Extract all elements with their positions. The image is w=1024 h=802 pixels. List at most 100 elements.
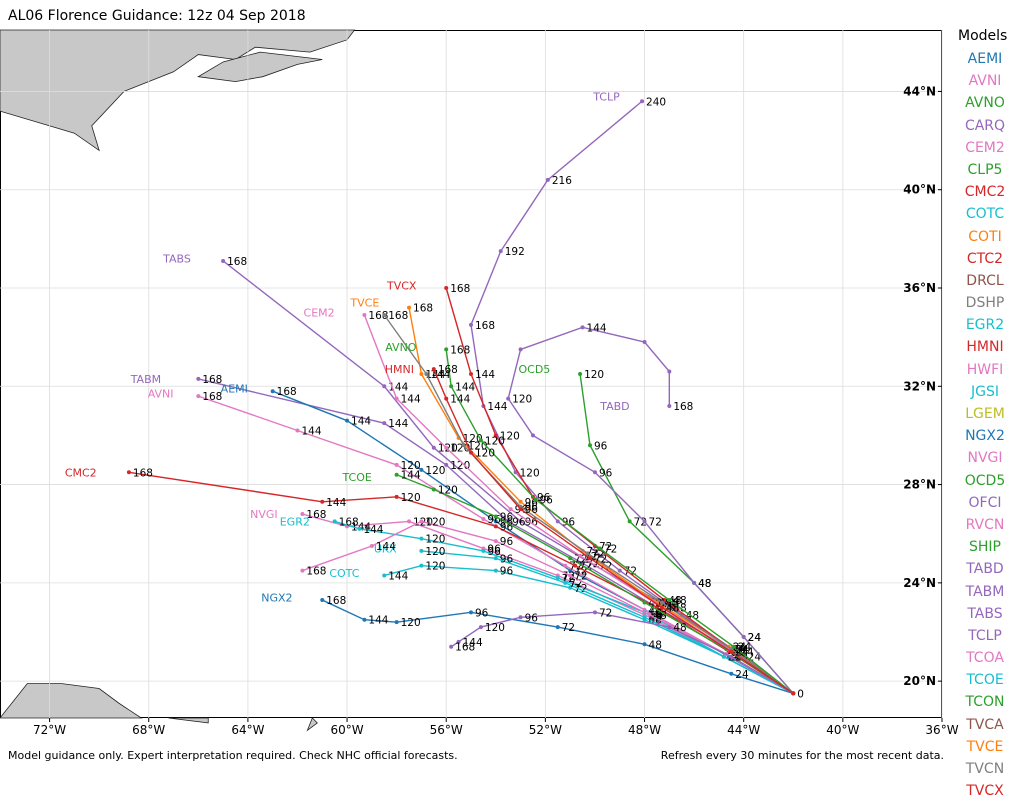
track-point	[456, 639, 461, 644]
track-point	[345, 418, 350, 423]
track-point	[642, 600, 647, 605]
legend-item-nvgi[interactable]: NVGI	[967, 450, 1003, 467]
track-point	[270, 389, 275, 394]
track-point	[729, 649, 734, 654]
legend-item-cmc2[interactable]: CMC2	[964, 184, 1006, 201]
track-point	[196, 394, 201, 399]
lon-tick-label: 72°W	[33, 723, 66, 737]
forecast-hour-label: 96	[539, 494, 553, 506]
track-point	[493, 539, 498, 544]
track-point	[431, 367, 436, 372]
track-name-label: TABD	[599, 400, 629, 413]
legend-item-lgem[interactable]: LGEM	[965, 406, 1005, 422]
forecast-hour-label: 120	[425, 546, 445, 558]
legend-item-cem2[interactable]: CEM2	[965, 139, 1005, 156]
track-point	[578, 553, 583, 558]
forecast-hour-label: 168	[475, 320, 495, 332]
origin-hour-label: 0	[797, 688, 804, 700]
legend-item-jgsi[interactable]: JGSI	[971, 383, 999, 400]
track-point	[469, 610, 473, 615]
forecast-hour-label: 144	[475, 369, 495, 381]
legend-item-tvca[interactable]: TVCA	[966, 716, 1004, 733]
track-point	[533, 497, 538, 502]
forecast-hour-label: 168	[450, 344, 470, 356]
track-point	[332, 519, 337, 524]
legend-item-coti[interactable]: COTI	[968, 228, 1002, 245]
legend-item-ship[interactable]: SHIP	[969, 539, 1001, 556]
track-point	[481, 548, 486, 553]
legend-item-hwfi[interactable]: HWFI	[966, 361, 1004, 378]
legend-item-tvce[interactable]: TVCE	[966, 738, 1004, 755]
legend-item-ngx2[interactable]: NGX2	[965, 428, 1005, 445]
legend-item-avni[interactable]: AVNI	[968, 73, 1002, 90]
legend-item-tcoa[interactable]: TCOA	[966, 650, 1004, 667]
lat-tick-label: 20°N	[903, 674, 936, 688]
track-name-label: HMNI	[385, 363, 414, 376]
track-point	[444, 347, 449, 352]
legend-item-ocd5[interactable]: OCD5	[964, 472, 1006, 489]
track-line	[321, 599, 794, 695]
forecast-hour-label: 144	[450, 394, 470, 406]
track-name-label: EGR2	[280, 515, 310, 528]
legend-item-carq[interactable]: CARQ	[964, 117, 1006, 134]
forecast-hour-label: 144	[326, 497, 346, 509]
legend-item-egr2[interactable]: EGR2	[965, 317, 1005, 334]
track-point	[659, 605, 664, 610]
legend-item-tabs[interactable]: TABS	[967, 605, 1003, 622]
refresh-note: Refresh every 30 minutes for the most re…	[660, 749, 944, 762]
forecast-hour-label: 120	[401, 460, 421, 472]
track-point	[419, 563, 424, 568]
legend-item-clp5[interactable]: CLP5	[967, 161, 1003, 178]
forecast-hour-label: 24	[735, 669, 749, 681]
legend-item-ofci[interactable]: OFCI	[968, 494, 1002, 511]
legend-item-avno[interactable]: AVNO	[965, 95, 1005, 112]
forecast-hour-label: 48	[673, 622, 686, 634]
track-point	[369, 544, 374, 548]
legend-item-ctc2[interactable]: CTC2	[966, 250, 1004, 267]
track-point	[382, 421, 387, 426]
forecast-hour-label: 96	[512, 516, 526, 528]
forecast-hour-label: 144	[301, 426, 321, 438]
map-chart[interactable]: 24487296120144168192216240TCLP2448729612…	[0, 0, 1024, 768]
track-point	[667, 625, 672, 630]
track-dshp: 24 48 72 96 120 144 168	[382, 310, 796, 696]
lon-tick-label: 60°W	[330, 723, 363, 737]
forecast-hour-label: 24	[748, 632, 762, 644]
track-point	[469, 322, 473, 327]
forecast-hour-label: 168	[277, 386, 297, 398]
legend-item-tvcn[interactable]: TVCN	[965, 761, 1005, 777]
forecast-hour-label: 72	[599, 607, 612, 619]
legend-item-drcl[interactable]: DRCL	[966, 272, 1004, 289]
track-name-label: TVCE	[349, 297, 379, 310]
forecast-hour-label: 120	[450, 460, 470, 472]
track-point	[555, 625, 560, 630]
legend-item-tclp[interactable]: TCLP	[968, 627, 1002, 644]
forecast-hour-label: 96	[475, 607, 489, 619]
legend-item-rvcn[interactable]: RVCN	[965, 516, 1005, 533]
track-point	[791, 691, 796, 696]
legend-item-dshp[interactable]: DSHP	[965, 295, 1005, 312]
forecast-hour-label: 24	[735, 647, 749, 659]
legend-item-tcoe[interactable]: TCOE	[966, 672, 1004, 689]
legend-item-tabm[interactable]: TABM	[965, 583, 1005, 600]
forecast-hour-label: 168	[388, 310, 408, 322]
track-tabd: 24 48 72 96 120 144 168 TABD	[506, 322, 796, 696]
legend-item-hmni[interactable]: HMNI	[966, 339, 1004, 356]
forecast-hour-label: 120	[438, 484, 458, 496]
forecast-hour-label: 120	[485, 435, 505, 447]
track-point	[587, 556, 592, 561]
lon-tick-label: 68°W	[132, 723, 165, 737]
track-point	[721, 654, 726, 659]
track-point	[642, 642, 647, 647]
legend-item-aemi[interactable]: AEMI	[967, 51, 1003, 67]
legend-item-tvcx[interactable]: TVCX	[966, 783, 1004, 800]
legend-item-cotc[interactable]: COTC	[965, 206, 1005, 223]
legend-item-tcon[interactable]: TCON	[965, 694, 1005, 711]
legend-item-tabd[interactable]: TABD	[966, 561, 1004, 578]
forecast-hour-label: 120	[401, 492, 421, 504]
forecast-hour-label: 24	[735, 644, 749, 656]
track-point	[555, 575, 560, 580]
forecast-hour-label: 144	[368, 615, 388, 627]
lat-tick-label: 40°N	[903, 183, 936, 197]
track-point	[640, 99, 645, 104]
